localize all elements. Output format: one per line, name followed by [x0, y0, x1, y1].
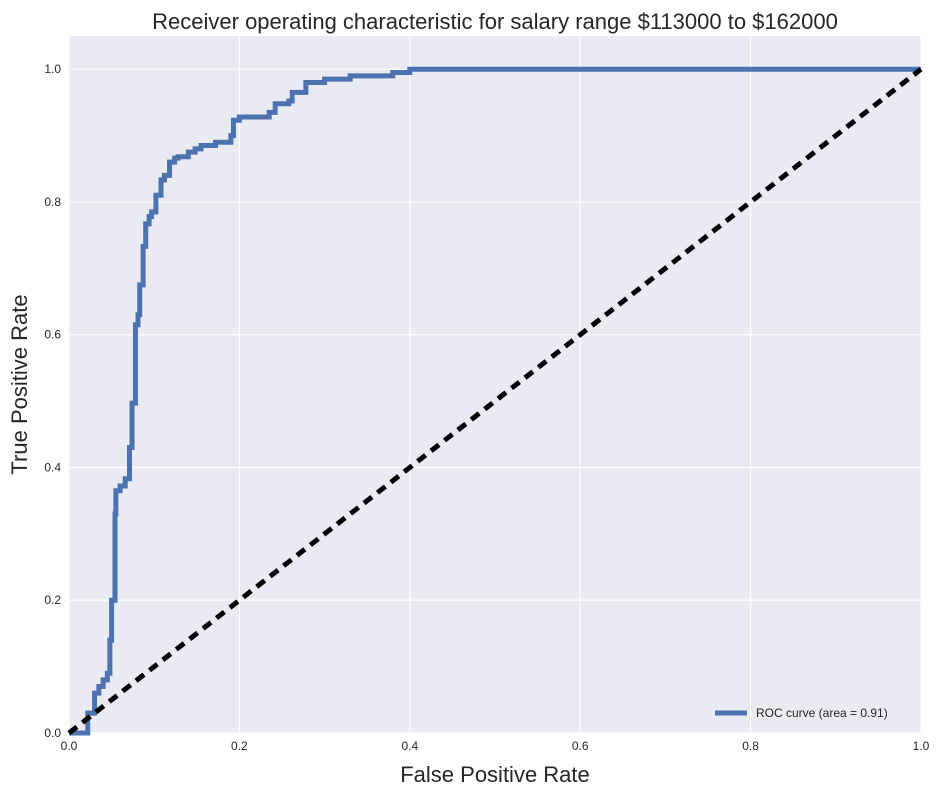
chart-title: Receiver operating characteristic for sa…	[152, 9, 838, 34]
y-tick-label: 0.2	[44, 593, 61, 607]
legend: ROC curve (area = 0.91)	[715, 706, 888, 720]
y-tick-label: 0.8	[44, 195, 61, 209]
x-tick-label: 0.4	[401, 739, 418, 753]
tick-labels: 0.0 0.2 0.4 0.6 0.8 1.0 0.0 0.2 0.4 0.6 0.8 1.0	[44, 62, 929, 753]
roc-curve-line	[69, 66, 921, 736]
y-tick-label: 1.0	[44, 62, 61, 76]
y-tick-label: 0.4	[44, 460, 61, 474]
x-tick-label: 1.0	[913, 739, 930, 753]
x-tick-label: 0.0	[61, 739, 78, 753]
x-tick-label: 0.8	[742, 739, 759, 753]
plot-background	[69, 36, 921, 733]
y-tick-label: 0.0	[44, 726, 61, 740]
series-layer	[67, 66, 923, 736]
x-tick-label: 0.6	[572, 739, 589, 753]
legend-label-roc: ROC curve (area = 0.91)	[756, 706, 888, 720]
x-tick-label: 0.2	[231, 739, 248, 753]
y-tick-label: 0.6	[44, 328, 61, 342]
grid-lines	[68, 36, 922, 734]
y-axis-label: True Positive Rate	[7, 294, 32, 474]
x-axis-label: False Positive Rate	[400, 762, 590, 787]
